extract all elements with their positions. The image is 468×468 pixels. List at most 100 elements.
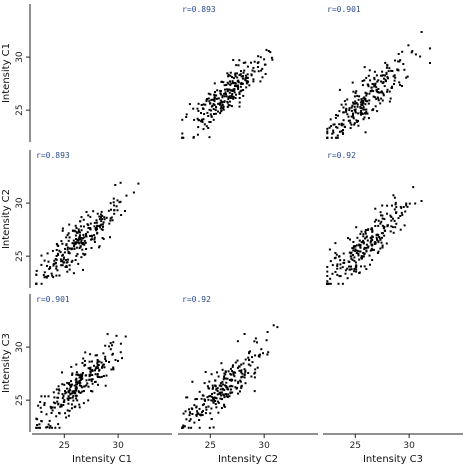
scatter-point: [388, 67, 391, 70]
scatter-point: [365, 249, 368, 252]
scatter-point: [219, 391, 222, 394]
y-tick-label: 25: [15, 394, 25, 405]
scatter-point: [343, 261, 346, 264]
scatter-point: [329, 282, 332, 285]
scatter-point: [354, 102, 357, 105]
scatter-point: [354, 111, 357, 114]
scatter-point: [60, 405, 63, 408]
scatter-point: [389, 230, 392, 233]
scatter-point: [108, 361, 110, 363]
scatter-point: [125, 194, 128, 197]
scatter-point: [181, 132, 184, 135]
scatter-point: [335, 126, 338, 128]
scatter-point: [203, 382, 206, 385]
scatter-point: [353, 268, 356, 270]
scatter-point: [331, 264, 334, 267]
scatter-point: [88, 378, 91, 381]
scatter-point: [360, 109, 363, 112]
scatter-point: [91, 235, 93, 238]
scatter-point: [359, 246, 362, 249]
scatter-point: [262, 352, 264, 355]
scatter-point: [358, 239, 361, 242]
scatter-point: [386, 90, 389, 93]
scatter-point: [265, 48, 268, 51]
scatter-point: [342, 252, 345, 255]
x-tick-label: 25: [350, 441, 361, 451]
scatter-point: [112, 368, 115, 371]
scatter-point: [348, 251, 351, 254]
scatter-point: [52, 264, 55, 267]
scatter-point: [406, 205, 409, 208]
scatter-point: [74, 241, 77, 244]
scatter-point: [47, 260, 50, 263]
scatter-point: [222, 388, 225, 391]
scatter-point: [335, 114, 338, 116]
scatter-point: [370, 89, 373, 92]
scatter-point: [381, 70, 384, 73]
scatter-point: [253, 390, 256, 393]
scatter-point: [79, 381, 82, 384]
scatter-point: [110, 216, 113, 219]
scatter-point: [340, 103, 343, 106]
scatter-point: [101, 366, 103, 369]
scatter-point: [383, 234, 386, 237]
scatter-point: [75, 254, 78, 257]
scatter-point: [355, 102, 358, 104]
scatter-point: [360, 257, 363, 260]
scatter-point: [209, 113, 212, 116]
scatter-point: [220, 362, 223, 365]
scatter-point: [329, 118, 332, 121]
scatter-point: [231, 76, 233, 79]
scatter-point: [40, 254, 43, 257]
scatter-point: [394, 201, 397, 204]
scatter-point: [227, 393, 230, 396]
scatter-point: [215, 406, 218, 409]
scatter-point: [61, 229, 64, 232]
scatter-point: [69, 247, 72, 250]
scatter-point: [392, 217, 394, 220]
scatter-point: [221, 103, 224, 106]
scatter-point: [355, 251, 358, 254]
scatter-point: [58, 389, 61, 392]
scatter-point: [40, 420, 43, 422]
scatter-point: [398, 60, 401, 63]
scatter-point: [370, 86, 373, 89]
scatter-point: [61, 393, 64, 396]
scatter-point: [247, 363, 250, 366]
scatter-point: [69, 384, 71, 387]
scatter-point: [210, 98, 213, 101]
scatter-point: [374, 82, 377, 85]
scatter-point: [73, 244, 76, 247]
scatter-point: [197, 110, 200, 112]
scatter-point: [64, 266, 67, 268]
scatter-point: [403, 224, 406, 227]
scatter-point: [80, 386, 83, 389]
scatter-point: [251, 69, 254, 72]
scatter-point: [362, 255, 365, 258]
scatter-point: [201, 107, 204, 110]
scatter-point: [331, 132, 334, 135]
scatter-point: [92, 210, 95, 213]
scatter-point: [40, 410, 43, 413]
scatter-point: [56, 252, 59, 255]
scatter-point: [326, 136, 329, 139]
scatter-point: [220, 110, 223, 113]
scatter-point: [241, 375, 244, 378]
scatter-point: [57, 388, 60, 391]
scatter-point: [94, 373, 97, 376]
scatter-point: [197, 412, 200, 415]
scatter-point: [365, 111, 368, 113]
scatter-point: [95, 221, 98, 224]
scatter-point: [382, 77, 385, 80]
scatter-point: [193, 404, 196, 407]
scatter-point: [67, 390, 70, 393]
scatter-point: [82, 218, 85, 221]
scatter-point: [337, 282, 340, 285]
scatter-point: [355, 265, 358, 268]
scatter-point: [354, 250, 357, 252]
scatter-point: [108, 222, 111, 225]
scatter-point: [48, 419, 51, 422]
scatter-point: [375, 74, 378, 77]
scatter-point: [336, 273, 339, 276]
scatter-point: [340, 124, 343, 127]
